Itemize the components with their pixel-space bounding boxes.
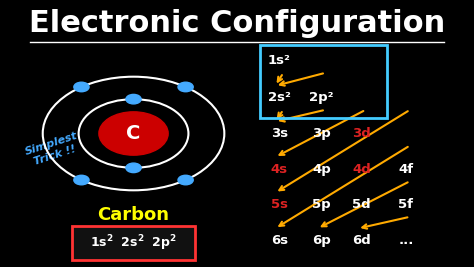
Circle shape bbox=[126, 95, 141, 104]
Text: 4d: 4d bbox=[352, 163, 371, 176]
Circle shape bbox=[126, 163, 141, 172]
Circle shape bbox=[74, 175, 89, 185]
Text: 3d: 3d bbox=[352, 127, 371, 140]
Text: 2s²: 2s² bbox=[268, 91, 291, 104]
Circle shape bbox=[178, 175, 193, 185]
Text: Simplest
Trick !!: Simplest Trick !! bbox=[24, 131, 83, 168]
Text: 6s: 6s bbox=[271, 234, 288, 247]
Text: Electronic Configuration: Electronic Configuration bbox=[29, 9, 445, 38]
Text: 5f: 5f bbox=[399, 198, 413, 211]
Text: $\mathbf{1s^2\ \ 2s^2\ \ 2p^2}$: $\mathbf{1s^2\ \ 2s^2\ \ 2p^2}$ bbox=[90, 233, 177, 253]
Circle shape bbox=[178, 82, 193, 92]
Text: C: C bbox=[127, 124, 141, 143]
Text: 5d: 5d bbox=[352, 198, 371, 211]
Text: 3p: 3p bbox=[312, 127, 331, 140]
Text: 1s²: 1s² bbox=[268, 54, 291, 67]
Circle shape bbox=[99, 112, 168, 155]
Text: 5s: 5s bbox=[271, 198, 288, 211]
Text: 6p: 6p bbox=[312, 234, 331, 247]
Text: 4p: 4p bbox=[312, 163, 331, 176]
Text: 4s: 4s bbox=[271, 163, 288, 176]
Circle shape bbox=[74, 82, 89, 92]
FancyBboxPatch shape bbox=[73, 226, 195, 260]
Text: 2p²: 2p² bbox=[309, 91, 334, 104]
Text: 5p: 5p bbox=[312, 198, 331, 211]
Text: ...: ... bbox=[398, 234, 414, 247]
Text: 4f: 4f bbox=[398, 163, 413, 176]
Text: 3s: 3s bbox=[271, 127, 288, 140]
Text: 6d: 6d bbox=[352, 234, 371, 247]
Text: Carbon: Carbon bbox=[98, 206, 170, 224]
